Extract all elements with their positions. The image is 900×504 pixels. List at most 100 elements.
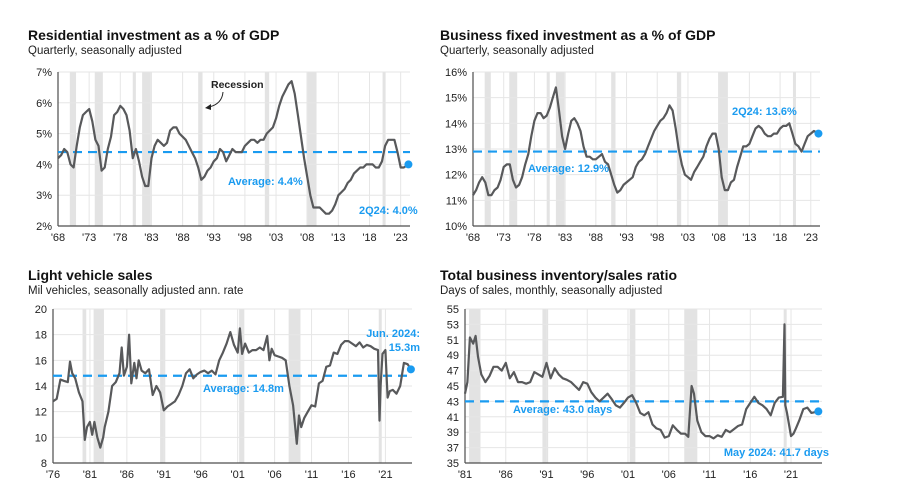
y-tick-label: 11% xyxy=(446,195,467,207)
x-tick-label: '93 xyxy=(619,232,633,244)
chart-title: Residential investment as a % of GDP xyxy=(28,27,280,43)
x-tick-label: '01 xyxy=(230,469,244,481)
x-tick-label: '88 xyxy=(589,232,603,244)
recession-band xyxy=(132,72,136,226)
x-tick-label: '91 xyxy=(539,469,553,481)
chart-title: Light vehicle sales xyxy=(28,267,153,283)
y-tick-label: 10% xyxy=(445,221,467,233)
last-value-label: May 2024: 41.7 days xyxy=(724,447,829,459)
series-line xyxy=(52,327,412,449)
chart-resinv: 2% 3% 4% 5% 6% 7% '68 '73 '78 '83 '88 '93 '98 '03 '08 '… xyxy=(36,67,418,244)
chart-subtitle: Mil vehicles, seasonally adjusted ann. r… xyxy=(28,285,244,297)
last-value-marker xyxy=(404,160,413,169)
x-tick-label: '93 xyxy=(207,232,221,244)
x-tick-label: '11 xyxy=(703,469,717,481)
y-tick-label: 18 xyxy=(35,330,47,342)
x-tick-label: '86 xyxy=(120,469,134,481)
y-tick-label: 51 xyxy=(447,335,459,347)
x-tick-label: '03 xyxy=(681,232,695,244)
y-tick-label: 47 xyxy=(447,366,459,378)
y-tick-label: 53 xyxy=(447,319,459,331)
y-tick-label: 37 xyxy=(447,443,459,455)
x-tick-label: '08 xyxy=(300,232,314,244)
chart-title: Total business inventory/sales ratio xyxy=(440,267,678,283)
recession-band xyxy=(264,72,270,226)
x-tick-label: '91 xyxy=(157,469,171,481)
x-tick-label: '23 xyxy=(804,232,818,244)
x-tick-label: '98 xyxy=(238,232,252,244)
x-tick-label: '18 xyxy=(773,232,787,244)
last-value-marker xyxy=(814,407,823,416)
x-tick-label: '96 xyxy=(194,469,208,481)
last-value-label: 2Q24: 4.0% xyxy=(359,205,418,217)
x-tick-label: '78 xyxy=(113,232,127,244)
chart-subtitle: Quarterly, seasonally adjusted xyxy=(28,45,182,57)
series-line xyxy=(472,86,820,197)
y-tick-label: 16% xyxy=(445,67,467,79)
chart-subtitle: Quarterly, seasonally adjusted xyxy=(440,45,594,57)
x-tick-label: '06 xyxy=(662,469,676,481)
recession-band xyxy=(198,72,203,226)
x-tick-label: '68 xyxy=(51,232,65,244)
y-tick-label: 16 xyxy=(35,355,47,367)
x-tick-label: '01 xyxy=(621,469,635,481)
x-tick-label: '68 xyxy=(466,232,480,244)
x-tick-label: '16 xyxy=(341,469,355,481)
last-value-marker xyxy=(406,365,415,374)
x-tick-label: '73 xyxy=(82,232,96,244)
y-tick-label: 43 xyxy=(447,396,459,408)
y-tick-label: 8 xyxy=(41,458,47,470)
average-label: Average: 43.0 days xyxy=(513,404,612,416)
x-tick-label: '11 xyxy=(305,469,319,481)
y-tick-label: 20 xyxy=(35,304,47,316)
x-tick-label: '13 xyxy=(331,232,345,244)
y-tick-label: 2% xyxy=(36,221,52,233)
average-label: Average: 12.9% xyxy=(528,163,609,175)
y-tick-label: 6% xyxy=(36,98,52,110)
average-label: Average: 14.8m xyxy=(203,383,284,395)
x-tick-label: '06 xyxy=(267,469,281,481)
y-tick-label: 15% xyxy=(445,93,467,105)
y-tick-label: 5% xyxy=(36,129,52,141)
chart-isr: 35 37 39 41 43 45 47 49 51 53 55 '81 '86 '91 '96 '01 '06… xyxy=(447,304,829,481)
y-tick-label: 41 xyxy=(447,412,459,424)
x-tick-label: '96 xyxy=(580,469,594,481)
recession-band xyxy=(69,72,77,226)
x-tick-label: '88 xyxy=(175,232,189,244)
x-tick-label: '83 xyxy=(558,232,572,244)
x-tick-label: '81 xyxy=(458,469,472,481)
y-tick-label: 35 xyxy=(447,458,459,470)
x-tick-label: '98 xyxy=(650,232,664,244)
y-tick-label: 45 xyxy=(447,381,459,393)
y-tick-label: 49 xyxy=(447,350,459,362)
chart-bfi: 10% 11% 12% 13% 14% 15% 16% '68 '73 '78 '83 '88 '93 '… xyxy=(445,67,823,244)
y-tick-label: 4% xyxy=(36,159,52,171)
x-tick-label: '03 xyxy=(269,232,283,244)
annotation-arrow xyxy=(208,91,224,108)
x-tick-label: '23 xyxy=(393,232,407,244)
x-tick-label: '81 xyxy=(83,469,97,481)
y-tick-label: 10 xyxy=(35,432,47,444)
x-tick-label: '18 xyxy=(362,232,376,244)
last-value-label: 2Q24: 13.6% xyxy=(732,106,797,118)
chart-title: Business fixed investment as a % of GDP xyxy=(440,27,716,43)
recession-annotation-label: Recession xyxy=(211,79,264,91)
annotation-arrowhead xyxy=(205,104,211,110)
x-tick-label: '86 xyxy=(499,469,513,481)
recession-band xyxy=(142,72,151,226)
y-tick-label: 7% xyxy=(36,67,52,79)
y-tick-label: 12% xyxy=(445,170,467,182)
x-tick-label: '76 xyxy=(46,469,60,481)
x-tick-label: '73 xyxy=(497,232,511,244)
chart-subtitle: Days of sales, monthly, seasonally adjus… xyxy=(440,285,663,297)
recession-band xyxy=(306,72,317,226)
y-tick-label: 14% xyxy=(445,118,467,130)
last-value-label: Jun. 2024: xyxy=(366,328,420,340)
x-tick-label: '08 xyxy=(711,232,725,244)
last-value-marker xyxy=(814,129,823,138)
x-tick-label: '16 xyxy=(743,469,757,481)
y-tick-label: 55 xyxy=(447,304,459,316)
x-tick-label: '83 xyxy=(144,232,158,244)
x-tick-label: '21 xyxy=(378,469,392,481)
